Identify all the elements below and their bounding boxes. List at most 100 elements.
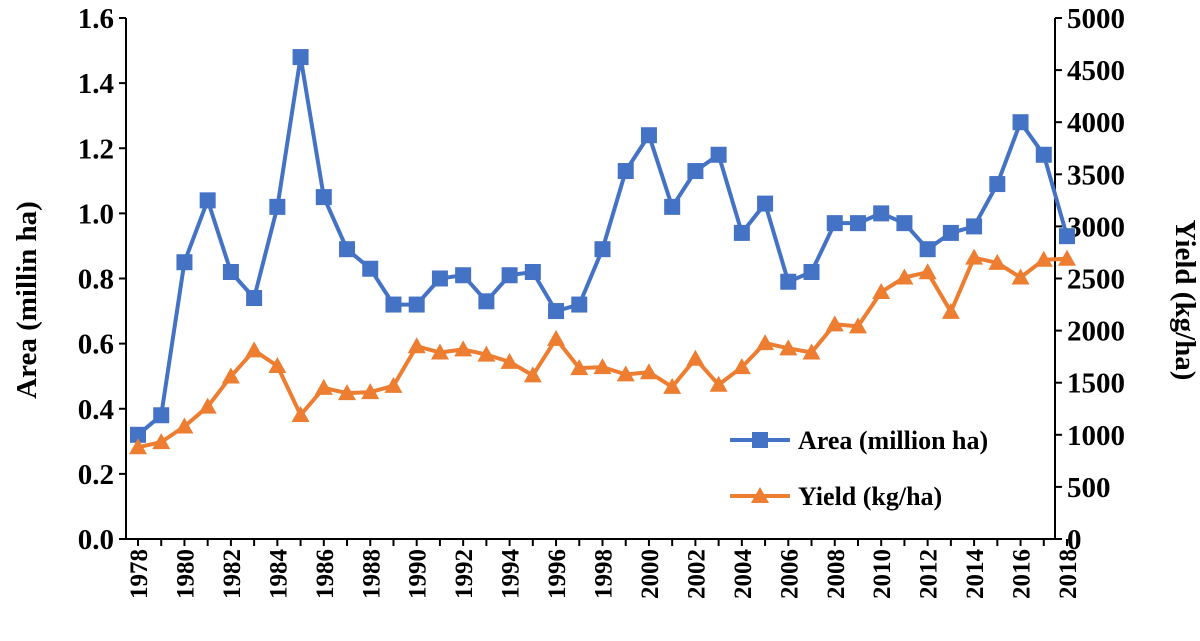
tick-labels: 0.0 0.2 0.4 0.6 0.8 1.0 1.2 1.4 1.6 0 500 1000 1500 2… <box>78 3 1125 599</box>
x-tick-label: 2018 <box>1055 549 1082 599</box>
data-point-area <box>548 303 565 320</box>
data-point-area <box>710 146 727 163</box>
data-point-yield <box>1034 250 1053 267</box>
data-point-yield <box>384 376 403 393</box>
legend-item-yield: Yield (kg/ha) <box>730 482 942 511</box>
data-point-area <box>1035 146 1052 163</box>
x-tick-label: 2008 <box>823 549 850 599</box>
data-point-area <box>989 176 1006 193</box>
legend: Area (million ha) Yield (kg/ha) <box>730 426 988 511</box>
data-point-area <box>919 241 936 258</box>
legend-marker-yield <box>751 487 769 503</box>
data-point-area <box>501 267 518 284</box>
data-point-area <box>153 407 170 424</box>
data-point-yield <box>1011 268 1030 285</box>
y-tick-label-left: 0.6 <box>78 329 114 361</box>
data-point-yield <box>547 329 566 346</box>
series-area <box>130 49 1075 443</box>
data-point-yield <box>338 384 357 401</box>
data-point-yield <box>732 358 751 375</box>
data-point-yield <box>129 438 147 455</box>
data-point-yield <box>825 315 844 332</box>
data-point-area <box>130 426 146 443</box>
data-point-yield <box>965 248 984 265</box>
data-point-area <box>826 215 843 232</box>
data-point-area <box>199 192 216 209</box>
data-point-yield <box>872 283 891 300</box>
y-tick-label-right: 3000 <box>1067 211 1125 243</box>
data-point-area <box>524 263 541 280</box>
y-tick-label-left: 1.0 <box>78 198 114 230</box>
data-point-area <box>408 296 425 313</box>
y-tick-label-right: 5000 <box>1067 3 1125 35</box>
data-point-area <box>315 189 332 206</box>
y-tick-label-right: 500 <box>1067 472 1111 504</box>
y-axis-title-right: Yield (kg/ha) <box>1169 220 1200 381</box>
y-tick-label-right: 0 <box>1067 524 1082 556</box>
data-point-area <box>757 195 774 212</box>
data-point-yield <box>988 253 1007 270</box>
y-tick-label-left: 1.4 <box>78 68 114 100</box>
y-tick-label-right: 4000 <box>1067 107 1125 139</box>
y-tick-label-right: 2500 <box>1067 264 1125 296</box>
x-tick-label: 1988 <box>358 549 385 599</box>
data-point-yield <box>779 339 798 356</box>
data-point-yield <box>500 352 519 369</box>
x-tick-label: 1982 <box>219 549 246 599</box>
series-line <box>137 255 1068 450</box>
x-tick-label: 1992 <box>451 549 478 599</box>
data-point-yield <box>616 365 635 382</box>
data-point-yield <box>268 357 287 374</box>
x-tick-label: 1994 <box>498 549 525 600</box>
data-point-yield <box>407 337 426 354</box>
data-point-yield <box>709 375 728 392</box>
x-tick-label: 1996 <box>544 549 571 599</box>
data-point-area <box>292 49 309 66</box>
data-point-area <box>362 260 379 277</box>
data-point-yield <box>477 345 496 362</box>
data-point-yield <box>361 383 380 400</box>
data-point-area <box>339 241 356 258</box>
y-tick-label-left: 0.4 <box>78 394 114 426</box>
x-tick-label: 2016 <box>1009 549 1036 599</box>
data-point-yield <box>756 334 775 351</box>
data-point-yield <box>221 367 240 384</box>
data-point-yield <box>895 268 914 285</box>
y-tick-label-right: 2000 <box>1067 316 1125 348</box>
data-point-area <box>896 215 913 232</box>
y-tick-label-right: 3500 <box>1067 159 1125 191</box>
data-point-area <box>640 127 657 144</box>
data-point-area <box>942 224 959 241</box>
data-point-yield <box>430 343 449 360</box>
data-point-area <box>246 290 263 307</box>
axes <box>119 17 1068 546</box>
data-point-area <box>385 296 402 313</box>
data-point-yield <box>802 343 821 360</box>
x-tick-label: 2002 <box>683 549 710 599</box>
data-point-yield <box>941 302 960 319</box>
y-tick-label-right: 4500 <box>1067 55 1125 87</box>
data-point-area <box>966 218 983 235</box>
data-point-area <box>873 205 890 222</box>
data-point-area <box>594 241 611 258</box>
data-point-yield <box>314 378 333 395</box>
data-point-area <box>687 163 704 180</box>
data-point-yield <box>593 358 612 375</box>
data-point-area <box>733 224 750 241</box>
x-tick-label: 2004 <box>730 549 757 600</box>
data-point-yield <box>1058 249 1076 266</box>
data-point-yield <box>686 349 705 366</box>
y-tick-label-left: 1.6 <box>78 3 114 35</box>
y-tick-label-left: 1.2 <box>78 133 114 165</box>
data-point-area <box>571 296 588 313</box>
data-point-area <box>455 267 472 284</box>
x-tick-label: 2010 <box>869 549 896 599</box>
data-point-area <box>478 293 495 310</box>
y-axis-title-left: Area (millin ha) <box>11 201 43 399</box>
data-point-yield <box>570 359 589 376</box>
data-point-yield <box>848 317 867 334</box>
x-tick-label: 1984 <box>265 549 292 600</box>
y-tick-label-left: 0.0 <box>78 524 114 556</box>
